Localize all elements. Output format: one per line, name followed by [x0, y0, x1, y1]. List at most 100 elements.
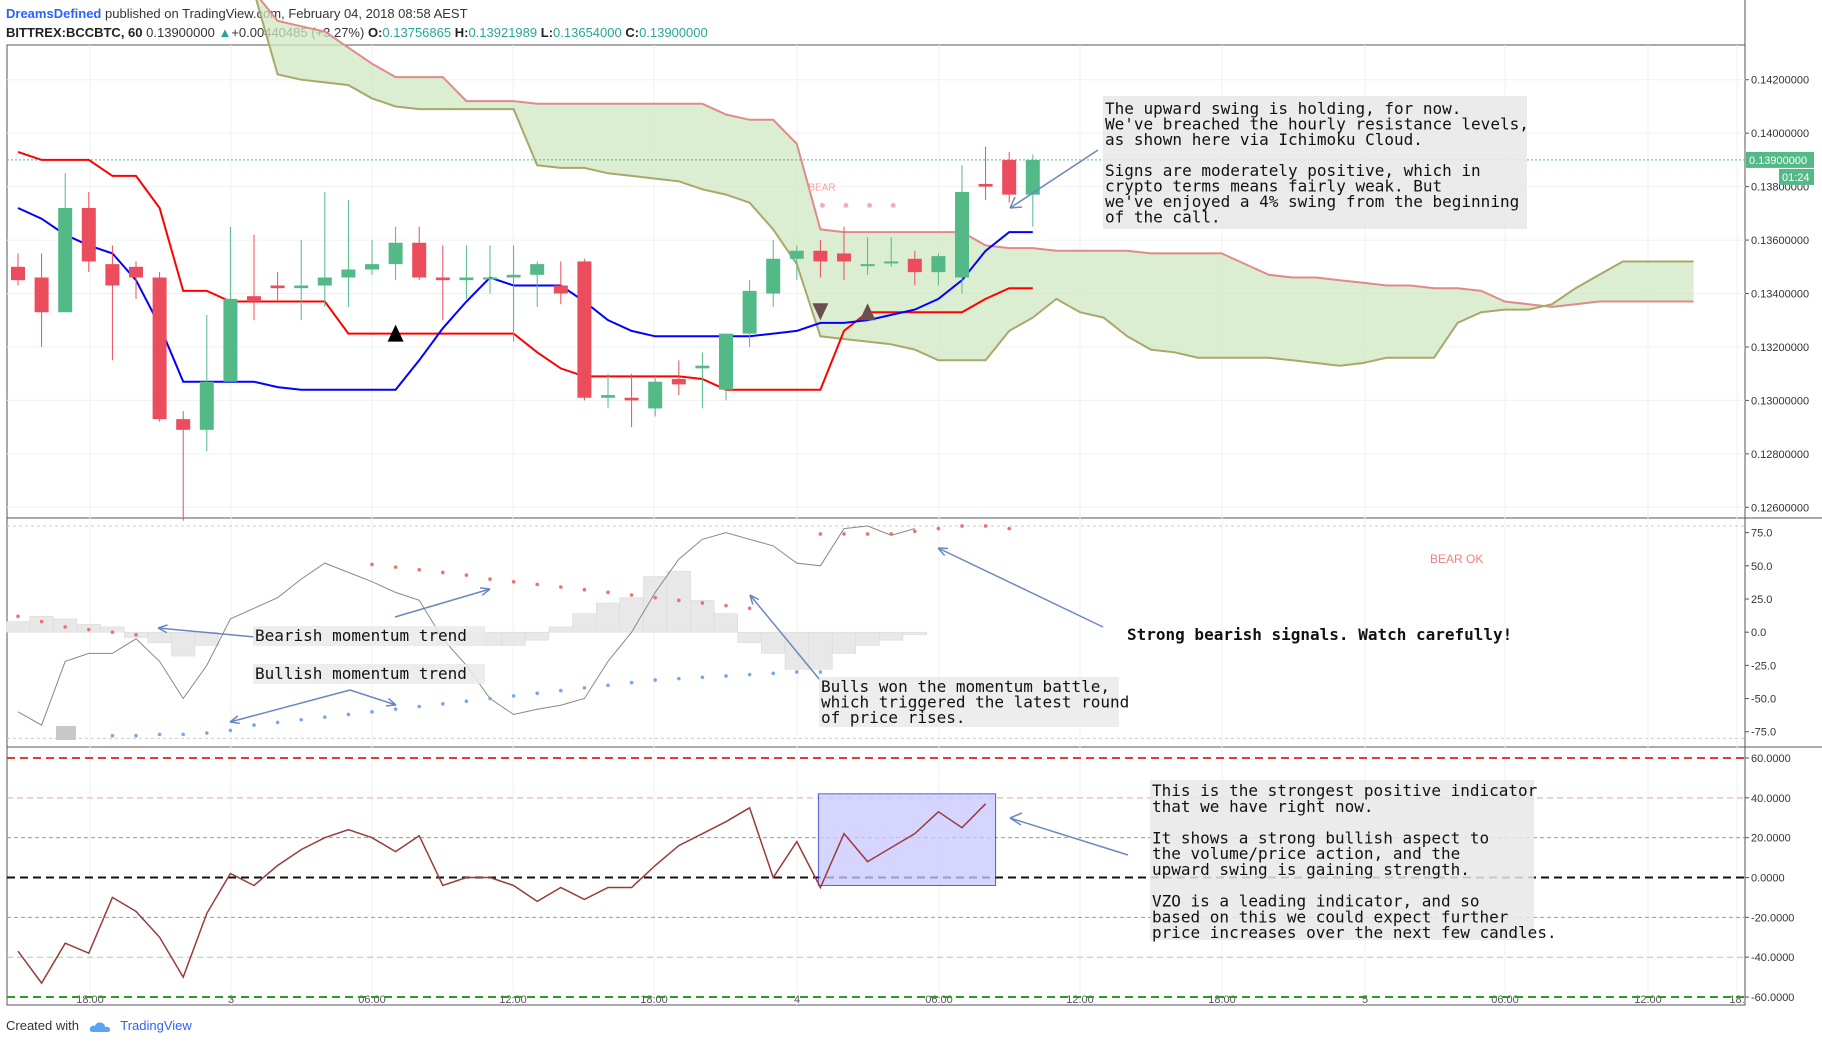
bullish-trend-dot	[252, 723, 256, 727]
open-value: 0.13756865	[382, 25, 452, 40]
span-b-line	[255, 0, 1694, 367]
annotation-arrow	[394, 588, 491, 618]
annotation-vzo-line: price increases over the next few candle…	[1152, 923, 1557, 942]
x-tick-label: 12:00	[1634, 994, 1662, 1006]
price-badge	[1746, 151, 1814, 168]
candle	[506, 245, 521, 342]
candle-body	[577, 261, 592, 398]
annotation-arrow	[349, 689, 397, 706]
candle	[152, 272, 167, 422]
candle	[671, 360, 686, 396]
candle	[129, 261, 143, 299]
y-tick-label: 75.0	[1751, 528, 1772, 540]
histogram-bar	[761, 631, 786, 654]
candle	[766, 240, 781, 307]
candle	[837, 226, 851, 281]
x-tick-label: 18:00	[640, 994, 668, 1006]
bear-signal-dot	[819, 202, 825, 208]
arrow-head-icon	[1009, 812, 1023, 826]
bullish-trend-dot	[134, 733, 138, 738]
candle-body	[341, 269, 356, 278]
candle	[81, 191, 96, 273]
y-tick-label: 0.12800000	[1751, 449, 1809, 461]
candle-body	[105, 264, 120, 286]
bear-label: BEAR	[808, 183, 835, 194]
x-tick-label: 12:00	[499, 994, 527, 1006]
arrow-head-icon	[157, 624, 168, 634]
histogram-bar	[147, 631, 172, 644]
bearish-trend-dot	[582, 587, 587, 592]
bullish-trend-dot	[606, 683, 610, 688]
annotation-bullish-trend: Bullish momentum trend	[255, 664, 467, 683]
candle-body	[129, 266, 143, 278]
bearish-trend-dot	[441, 570, 445, 575]
annotation-arrow	[157, 627, 256, 638]
y-tick-label: -75.0	[1751, 727, 1776, 739]
countdown-text: 01:24	[1782, 172, 1810, 184]
bullish-trend-dot	[110, 733, 115, 738]
candle	[1002, 151, 1017, 203]
bearish-trend-dot	[370, 562, 374, 567]
histogram-bar	[501, 631, 526, 646]
annotation-vzo-line: It shows a strong bullish aspect to	[1152, 828, 1489, 847]
annotation-top-line: as shown here via Ichimoku Cloud.	[1105, 130, 1423, 149]
author-link[interactable]: DreamsDefined	[6, 6, 102, 21]
candle-body	[388, 242, 403, 265]
bullish-trend-dot	[464, 699, 469, 703]
x-tick-label: 06:00	[358, 994, 386, 1006]
histogram-bar	[643, 576, 668, 633]
bearish-trend-dot	[488, 577, 492, 581]
annotation-top-line: Signs are moderately positive, which in	[1105, 161, 1481, 180]
candle-body	[506, 274, 521, 278]
price-badge-text: 0.13900000	[1749, 155, 1807, 167]
bearish-trend-dot	[87, 627, 91, 632]
y-tick-label: 25.0	[1751, 594, 1772, 606]
bullish-trend-dot	[181, 732, 185, 737]
bearish-trend-dot	[983, 524, 988, 528]
candle	[388, 226, 403, 281]
cloud-bullish	[1552, 261, 1694, 307]
momentum-pane: 75.0 50.0 25.0 0.0 -25.0 -50.0 -75.0 BEAR OK Str…	[5, 524, 1776, 740]
histogram-bar	[171, 631, 196, 657]
candle-body	[624, 397, 639, 401]
bearish-trend-dot	[629, 593, 634, 597]
bear-ok-label: BEAR OK	[1430, 552, 1483, 566]
candle-body	[719, 333, 733, 390]
y-tick-label: 0.13600000	[1751, 235, 1809, 247]
bullish-trend-dot	[677, 676, 681, 681]
x-tick-label: 18:	[1729, 994, 1744, 1006]
x-tick-label: 06:00	[1491, 994, 1519, 1006]
bullish-trend-dot	[700, 675, 705, 680]
annotation-vzo-line: the volume/price action, and the	[1152, 844, 1460, 863]
candle	[1025, 154, 1040, 227]
bullish-trend-dot	[653, 678, 657, 682]
candle-body	[553, 285, 568, 294]
bearish-trend-dot	[724, 603, 728, 608]
annotation-box	[253, 626, 485, 646]
annotation-vzo-line: based on this we could expect further	[1152, 907, 1509, 926]
y-tick-label: -40.0000	[1751, 952, 1794, 964]
bullish-trend-dot	[393, 707, 398, 711]
bullish-trend-dot	[488, 696, 492, 701]
y-tick-label: 0.14200000	[1751, 75, 1809, 87]
low-value: 0.13654000	[553, 25, 622, 40]
bullish-trend-dot	[724, 674, 728, 678]
tenkan-line	[17, 207, 1033, 391]
candle-body	[648, 381, 663, 409]
candle-body	[412, 242, 427, 278]
bearish-trend-dot	[913, 529, 917, 534]
candle	[860, 237, 875, 275]
histogram-bar	[525, 631, 550, 641]
arrow-head-icon	[1009, 196, 1023, 209]
bearish-trend-dot	[464, 573, 469, 577]
histogram-bar	[29, 615, 54, 633]
bullish-trend-dot	[205, 731, 209, 735]
bearish-trend-dot	[393, 565, 398, 569]
tradingview-link[interactable]: TradingView	[120, 1018, 192, 1033]
candle	[365, 240, 379, 275]
y-tick-label: -50.0	[1751, 694, 1776, 706]
candle-body	[530, 264, 545, 275]
bearish-trend-dot	[16, 614, 20, 619]
buy-triangle-icon	[859, 303, 876, 321]
